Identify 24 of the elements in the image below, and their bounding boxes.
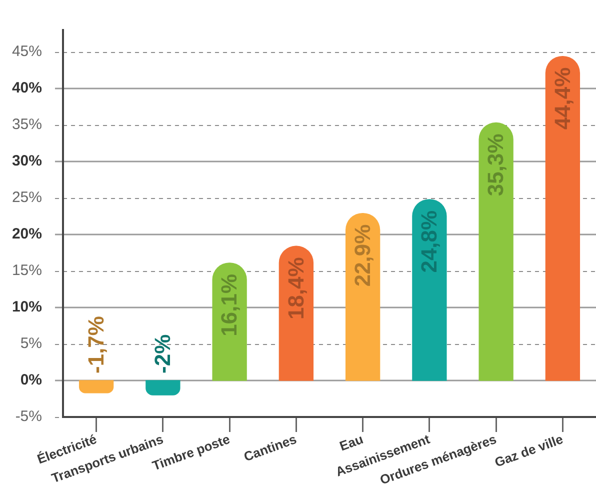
y-tick-label: 10% — [12, 298, 42, 316]
data-label: 16,1% — [216, 274, 242, 336]
bar — [478, 122, 514, 381]
y-tick-label: 0% — [20, 372, 42, 389]
data-label: 18,4% — [283, 257, 308, 320]
y-tick-label: 15% — [12, 262, 42, 280]
y-tick-label: 25% — [12, 189, 42, 206]
y-tick-label: 40% — [12, 80, 42, 97]
bar — [146, 380, 180, 396]
y-tick-label: 35% — [12, 116, 42, 134]
y-tick-label: 45% — [12, 43, 42, 60]
y-tick-label: 20% — [12, 226, 42, 243]
data-label: 44,4% — [550, 67, 575, 130]
y-tick-label: -5% — [15, 408, 42, 426]
y-tick-label: 5% — [20, 335, 42, 352]
data-label: -2% — [150, 334, 175, 374]
bar — [412, 199, 447, 381]
data-label: 35,3% — [483, 134, 508, 196]
data-label: -1,7% — [83, 316, 108, 374]
bar — [545, 56, 580, 381]
bar — [78, 380, 114, 394]
y-tick-label: 30% — [12, 152, 42, 170]
data-label: 22,9% — [350, 224, 375, 287]
bar — [345, 212, 380, 381]
